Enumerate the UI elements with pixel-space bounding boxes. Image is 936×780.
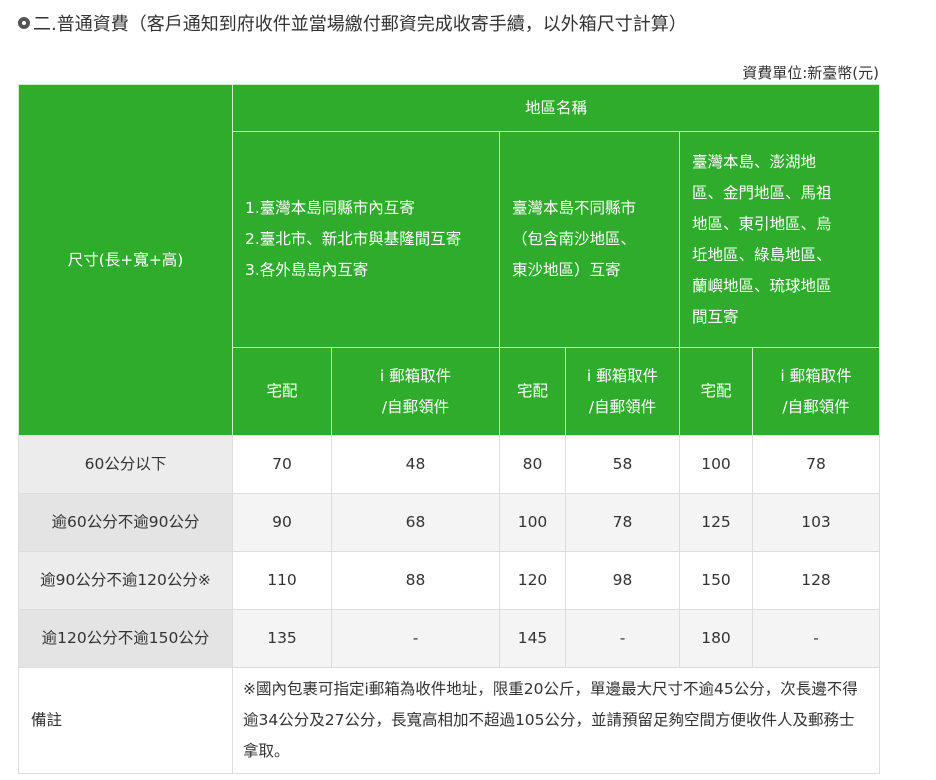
price-cell: 120 — [499, 551, 566, 610]
table-row: 逾120公分不逾150公分 135-145-180- — [18, 609, 881, 668]
ibox-line: i 郵箱取件 — [379, 366, 452, 385]
price-cell: 180 — [679, 609, 753, 668]
ibox-header: i 郵箱取件/自郵領件 — [331, 347, 500, 436]
currency-unit: 資費單位:新臺幣(元) — [742, 64, 879, 82]
price-cell: 128 — [751, 551, 881, 610]
ibox-line: i 郵箱取件 — [780, 366, 852, 385]
rate-table: 尺寸(長+寬+高) 地區名稱 1.臺灣本島同縣市內互寄 2.臺北市、新北市與基隆… — [18, 84, 881, 774]
price-cell: 58 — [565, 435, 680, 494]
price-cell: - — [331, 609, 500, 668]
region-1: 1.臺灣本島同縣市內互寄 2.臺北市、新北市與基隆間互寄 3.各外島島內互寄 — [232, 131, 500, 348]
section-title-text: 二.普通資費（客戶通知到府收件並當場繳付郵資完成收寄手續，以外箱尺寸計算） — [33, 14, 687, 35]
bullet-circle-icon — [18, 17, 30, 29]
price-cell: 125 — [679, 493, 753, 552]
price-cell: 98 — [565, 551, 680, 610]
price-cell: 150 — [679, 551, 753, 610]
price-cell: 100 — [499, 493, 566, 552]
region-line: 東沙地區）互寄 — [512, 261, 621, 279]
price-cell: 80 — [499, 435, 566, 494]
price-cell: 103 — [751, 493, 881, 552]
home-delivery-header: 宅配 — [232, 347, 332, 436]
price-cell: 88 — [331, 551, 500, 610]
region-line: 3.各外島島內互寄 — [245, 261, 369, 279]
region-line: 坵地區、綠島地區、 — [692, 245, 832, 264]
ibox-line: /自郵領件 — [588, 397, 657, 416]
region-line: 臺灣本島不同縣市 — [512, 199, 637, 217]
size-label: 逾120公分不逾150公分 — [18, 609, 233, 668]
region-line: 2.臺北市、新北市與基隆間互寄 — [245, 230, 462, 248]
price-cell: - — [751, 609, 881, 668]
ibox-header: i 郵箱取件/自郵領件 — [565, 347, 680, 436]
remark-row: 備註 ※國內包裹可指定i郵箱為收件地址，限重20公斤，單邊最大尺寸不逾45公分，… — [18, 667, 881, 774]
price-cell: 100 — [679, 435, 753, 494]
home-delivery-header: 宅配 — [679, 347, 753, 436]
price-cell: 135 — [232, 609, 332, 668]
region-header: 地區名稱 — [231, 84, 881, 132]
price-cell: 90 — [232, 493, 332, 552]
size-label: 逾90公分不逾120公分※ — [18, 551, 233, 610]
table-row: 逾60公分不逾90公分 90 68 100 78 125 103 — [18, 493, 881, 552]
region-line: 蘭嶼地區、琉球地區 — [692, 276, 832, 295]
section-title: 二.普通資費（客戶通知到府收件並當場繳付郵資完成收寄手續，以外箱尺寸計算） — [18, 10, 687, 36]
remark-text: ※國內包裹可指定i郵箱為收件地址，限重20公斤，單邊最大尺寸不逾45公分，次長邊… — [231, 667, 881, 774]
price-cell: 48 — [331, 435, 500, 494]
price-cell: - — [565, 609, 680, 668]
size-header: 尺寸(長+寬+高) — [18, 84, 233, 436]
price-cell: 78 — [565, 493, 680, 552]
table-row: 逾90公分不逾120公分※ 110 88 120 98 150 128 — [18, 551, 881, 610]
ibox-line: i 郵箱取件 — [586, 366, 659, 385]
region-line: 臺灣本島、澎湖地 — [692, 152, 817, 171]
price-cell: 78 — [751, 435, 881, 494]
price-cell: 110 — [232, 551, 332, 610]
region-3: 臺灣本島、澎湖地 區、金門地區、馬祖 地區、東引地區、烏 坵地區、綠島地區、 蘭… — [678, 131, 881, 348]
price-cell: 68 — [331, 493, 500, 552]
region-line: 間互寄 — [692, 307, 739, 326]
size-label: 逾60公分不逾90公分 — [18, 493, 233, 552]
table-row: 60公分以下 70 48 80 58 100 78 — [18, 435, 881, 494]
price-cell: 70 — [232, 435, 332, 494]
ibox-header: i 郵箱取件/自郵領件 — [751, 347, 881, 436]
region-2: 臺灣本島不同縣市 （包含南沙地區、 東沙地區）互寄 — [499, 131, 680, 348]
home-delivery-header: 宅配 — [499, 347, 566, 436]
ibox-line: /自郵領件 — [381, 397, 450, 416]
region-line: 地區、東引地區、烏 — [692, 214, 832, 233]
remark-label: 備註 — [18, 667, 233, 774]
price-cell: 145 — [499, 609, 566, 668]
region-line: 區、金門地區、馬祖 — [692, 183, 832, 202]
size-label: 60公分以下 — [18, 435, 233, 494]
ibox-line: /自郵領件 — [782, 397, 850, 416]
region-line: 1.臺灣本島同縣市內互寄 — [245, 199, 415, 217]
region-line: （包含南沙地區、 — [512, 230, 637, 248]
